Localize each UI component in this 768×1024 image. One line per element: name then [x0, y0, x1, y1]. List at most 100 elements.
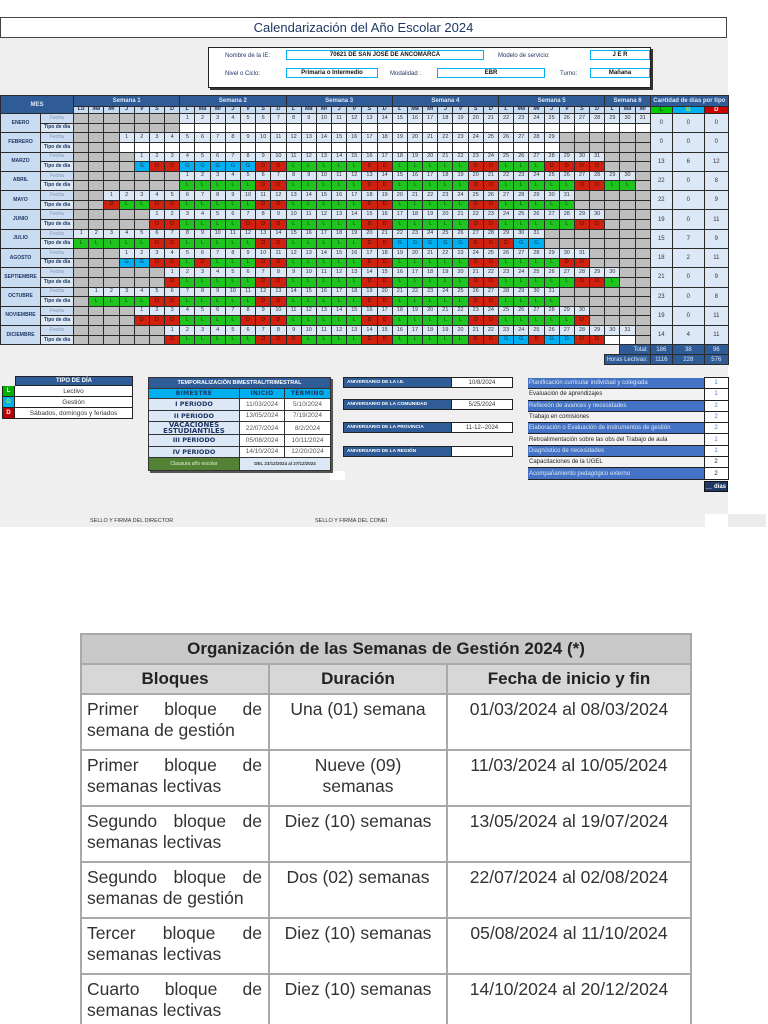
- block-dates: 14/10/2024 al 20/12/2024: [445, 973, 693, 1024]
- empty-cell: [589, 190, 606, 201]
- day-type-cell: L: [224, 238, 241, 249]
- day-type-cell: L: [437, 257, 454, 269]
- date-cell: 10: [300, 325, 317, 336]
- empty-cell: [543, 228, 560, 240]
- date-cell: 14: [315, 132, 333, 143]
- activity-row: Evaluación de aprendizajes 1: [528, 388, 729, 401]
- date-cell: 11: [315, 267, 333, 278]
- date-cell: 10: [315, 170, 333, 182]
- empty-cell: [634, 257, 651, 269]
- day-type-cell: D: [482, 276, 500, 288]
- date-cell: 4: [148, 190, 166, 201]
- date-cell: 22: [422, 190, 439, 201]
- empty-cell: [133, 219, 150, 230]
- date-cell: 20: [437, 209, 454, 221]
- empty-cell: [619, 305, 636, 317]
- month-type-row: Tipo de día D L L L L L D D D L L L L D D L L L L L D D G G D G G D D: [1, 334, 729, 346]
- activity-label: Retroalimentación sobre las obs del Trab…: [528, 433, 704, 446]
- day-type-cell: L: [285, 296, 302, 307]
- empty-cell: [634, 247, 651, 259]
- date-cell: 17: [346, 190, 363, 201]
- date-cell: 2: [179, 267, 196, 278]
- date-row-label: Fecha: [39, 170, 75, 182]
- date-cell: 13: [315, 305, 333, 317]
- date-cell: 17: [391, 209, 408, 221]
- day-type-cell: L: [315, 276, 333, 288]
- day-type-cell: D: [270, 276, 287, 288]
- date-cell: 11: [255, 190, 272, 201]
- month-date-row: JUNIO Fecha 1 2 3 4 5 6 7 8 9 10 11 12 13 14 15 16 17 18 19 2…: [0, 209, 729, 230]
- date-cell: 17: [406, 325, 424, 336]
- month-date-row: DICIEMBRE Fecha 1 2 3 4 5 6 7 8 9 10 11 12 13 14 15 16 17 1…: [0, 325, 729, 346]
- day-type-cell: L: [422, 180, 439, 192]
- empty-cell: [573, 190, 591, 201]
- date-cell: 6: [209, 305, 226, 317]
- period-name: IV PERIODO: [148, 445, 240, 458]
- day-type-cell: [270, 122, 287, 134]
- activity-days: 2: [703, 399, 729, 412]
- empty-cell: [634, 209, 651, 221]
- day-type-cell: D: [270, 334, 287, 346]
- empty-cell: [88, 122, 105, 134]
- date-cell: 23: [452, 132, 469, 143]
- day-type-cell: L: [498, 276, 515, 288]
- day-type-cell: L: [346, 276, 363, 288]
- date-cell: 20: [452, 325, 469, 336]
- day-type-cell: [589, 122, 606, 134]
- empty-cell: [133, 209, 150, 221]
- day-type-cell: L: [391, 180, 408, 192]
- day-type-cell: L: [315, 257, 333, 269]
- teaching-hours-label: Horas Lectivas:: [604, 354, 651, 366]
- ie-name-label: Nombre de la IE:: [225, 53, 271, 59]
- day-type-cell: [346, 122, 363, 134]
- empty-cell: [604, 238, 621, 249]
- date-cell: 17: [361, 132, 378, 143]
- empty-cell: [604, 209, 621, 221]
- date-cell: 30: [619, 170, 636, 182]
- date-cell: 5: [224, 267, 241, 278]
- date-cell: 29: [589, 325, 606, 336]
- weekday-header: D: [164, 106, 181, 114]
- day-type-cell: D: [376, 199, 393, 211]
- day-count-d: 8: [703, 286, 729, 307]
- date-cell: 7: [209, 132, 226, 143]
- date-cell: 14: [346, 209, 363, 221]
- day-type-cell: [331, 141, 348, 153]
- day-type-cell: L: [513, 161, 530, 172]
- day-count-g: 0: [671, 112, 705, 134]
- block-dates: 01/03/2024 al 08/03/2024: [445, 693, 693, 751]
- period-row: III PERIODO 05/08/2024 10/11/2024: [148, 434, 331, 447]
- day-type-cell: D: [573, 276, 591, 288]
- table-row: Segundo bloque de semanas lectivas Diez …: [80, 805, 693, 863]
- empty-cell: [604, 257, 621, 269]
- date-cell: 18: [422, 267, 439, 278]
- month-type-row: Tipo de día D D D L L L L D D D L L L L L D D L L L L L D D L L L L L…: [1, 315, 729, 327]
- date-cell: 14: [315, 247, 333, 259]
- date-cell: 5: [133, 228, 150, 240]
- weekday-header: V: [346, 106, 363, 114]
- date-cell: 1: [179, 113, 196, 124]
- type-row-label: Tipo de día: [39, 257, 75, 269]
- day-type-cell: G: [239, 161, 257, 172]
- empty-cell: [619, 267, 636, 278]
- period-name: I PERIODO: [148, 398, 240, 411]
- day-type-cell: L: [224, 296, 241, 307]
- empty-cell: [619, 247, 636, 259]
- week-header: Semana 3: [285, 95, 393, 107]
- type-row-label: Tipo de día: [39, 219, 75, 230]
- date-cell: 3: [118, 286, 135, 298]
- date-cell: 29: [543, 132, 560, 143]
- date-cell: 9: [285, 325, 302, 336]
- date-cell: 4: [209, 267, 226, 278]
- day-type-cell: [361, 141, 378, 153]
- column-header-fechas: Fecha de inicio y fin: [445, 663, 693, 695]
- weekday-header: Ma: [513, 106, 530, 114]
- day-type-cell: [406, 141, 424, 153]
- empty-cell: [73, 190, 90, 201]
- day-type-cell: L: [406, 199, 424, 211]
- date-cell: 25: [482, 247, 500, 259]
- date-cell: 29: [604, 170, 621, 182]
- clausura-value: DEL 23/12/2024 al 27/12/2024: [239, 457, 331, 471]
- empty-cell: [589, 132, 606, 143]
- day-type-cell: [300, 122, 317, 134]
